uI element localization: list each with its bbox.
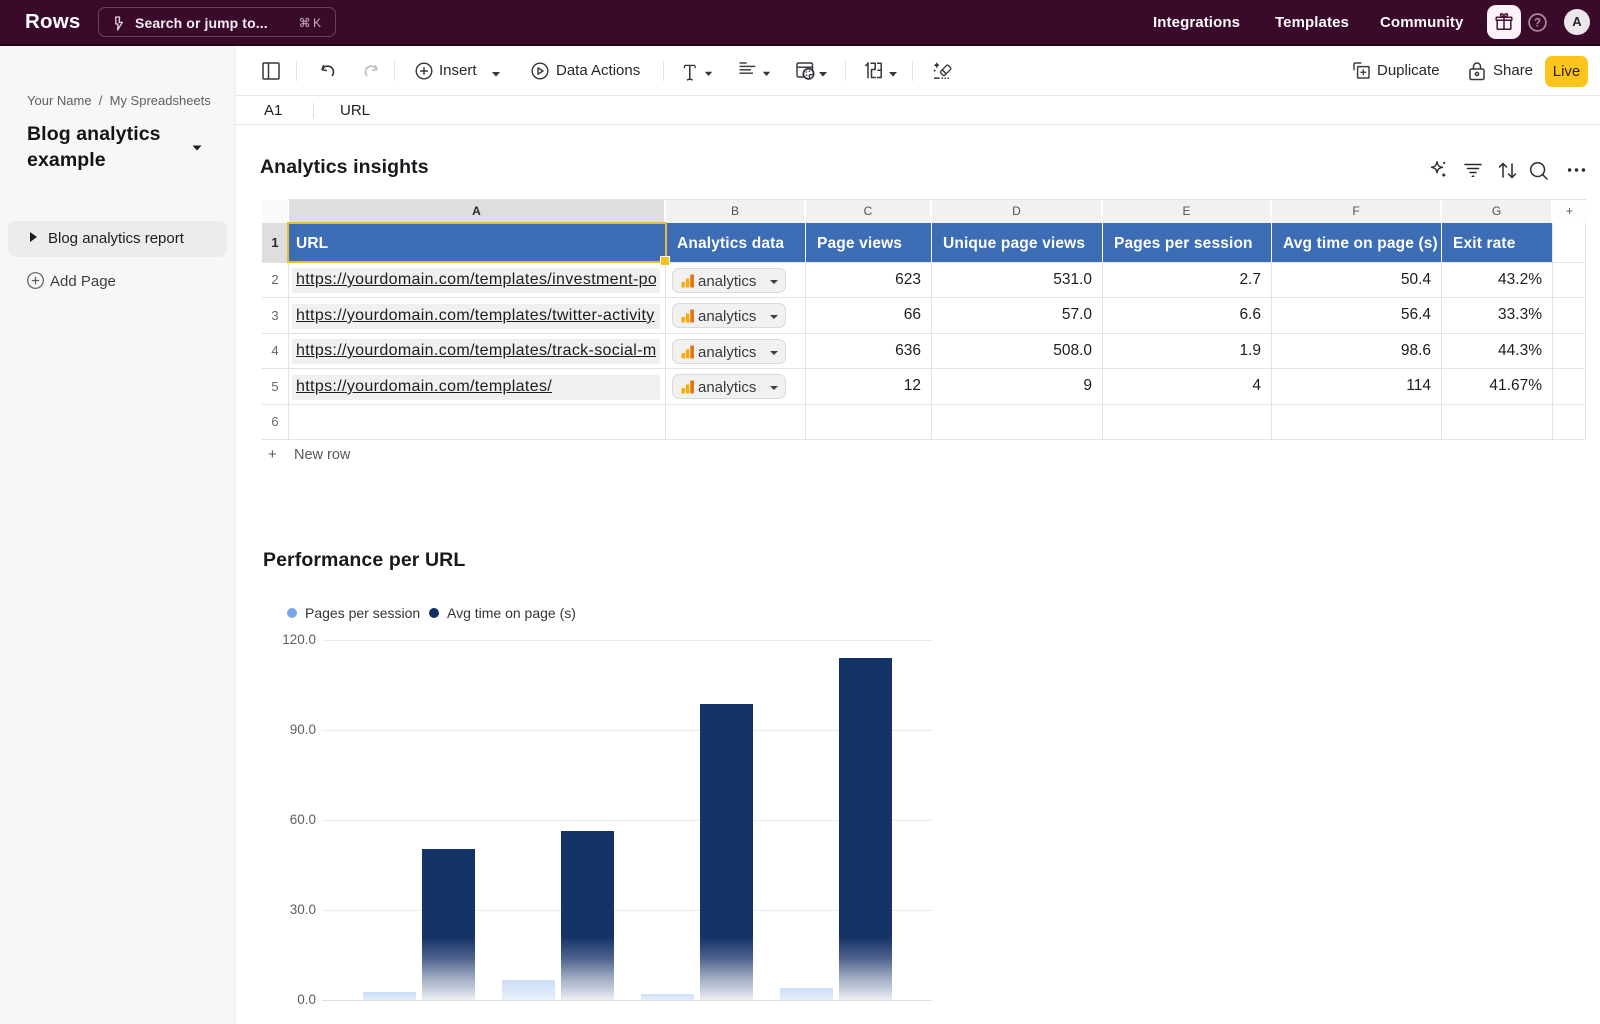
svg-text:?: ? <box>1534 18 1541 30</box>
